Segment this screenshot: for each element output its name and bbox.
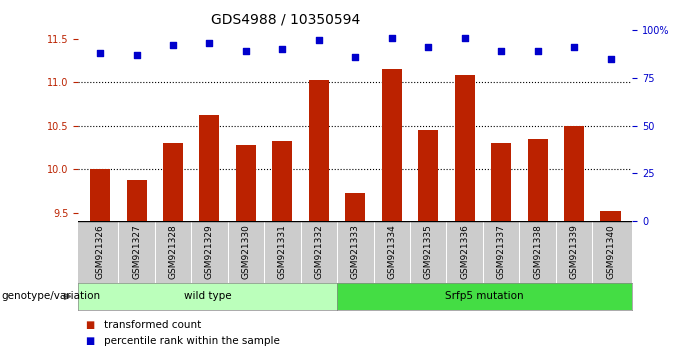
Text: transformed count: transformed count xyxy=(104,320,201,330)
Bar xyxy=(126,179,147,221)
Text: GSM921339: GSM921339 xyxy=(570,224,579,279)
Point xyxy=(532,48,543,54)
Bar xyxy=(273,141,292,221)
Text: GSM921340: GSM921340 xyxy=(606,224,615,279)
Text: wild type: wild type xyxy=(184,291,231,302)
Text: GSM921328: GSM921328 xyxy=(169,224,177,279)
Text: GSM921338: GSM921338 xyxy=(533,224,542,279)
Bar xyxy=(309,80,329,221)
Point xyxy=(496,48,507,54)
Point xyxy=(204,41,215,46)
Bar xyxy=(345,193,365,221)
Bar xyxy=(528,139,547,221)
Text: GSM921327: GSM921327 xyxy=(132,224,141,279)
Point xyxy=(423,45,434,50)
Text: GSM921336: GSM921336 xyxy=(460,224,469,279)
Point xyxy=(605,56,616,62)
Point xyxy=(350,54,360,60)
Bar xyxy=(455,75,475,221)
Bar xyxy=(236,145,256,221)
Text: ■: ■ xyxy=(85,336,95,346)
Point xyxy=(95,50,105,56)
Bar xyxy=(90,169,110,221)
Text: GSM921330: GSM921330 xyxy=(241,224,250,279)
Bar xyxy=(163,143,183,221)
Text: GSM921335: GSM921335 xyxy=(424,224,432,279)
Point xyxy=(241,48,252,54)
Bar xyxy=(418,130,438,221)
Point xyxy=(131,52,142,58)
Bar xyxy=(564,126,584,221)
Text: genotype/variation: genotype/variation xyxy=(1,291,101,302)
Text: GSM921337: GSM921337 xyxy=(496,224,506,279)
Point xyxy=(386,35,397,41)
Point xyxy=(459,35,470,41)
Text: GSM921333: GSM921333 xyxy=(351,224,360,279)
Text: GSM921334: GSM921334 xyxy=(388,224,396,279)
Text: GSM921329: GSM921329 xyxy=(205,224,214,279)
Bar xyxy=(199,115,220,221)
Text: GSM921332: GSM921332 xyxy=(314,224,323,279)
Point xyxy=(313,37,324,42)
Bar xyxy=(381,69,402,221)
Text: percentile rank within the sample: percentile rank within the sample xyxy=(104,336,280,346)
Text: GSM921326: GSM921326 xyxy=(96,224,105,279)
Text: Srfp5 mutation: Srfp5 mutation xyxy=(445,291,524,302)
Bar xyxy=(600,211,621,221)
Point xyxy=(277,46,288,52)
Text: ■: ■ xyxy=(85,320,95,330)
Bar xyxy=(491,143,511,221)
Point xyxy=(568,45,579,50)
Text: GSM921331: GSM921331 xyxy=(278,224,287,279)
Text: GDS4988 / 10350594: GDS4988 / 10350594 xyxy=(211,12,360,27)
Point xyxy=(167,42,178,48)
